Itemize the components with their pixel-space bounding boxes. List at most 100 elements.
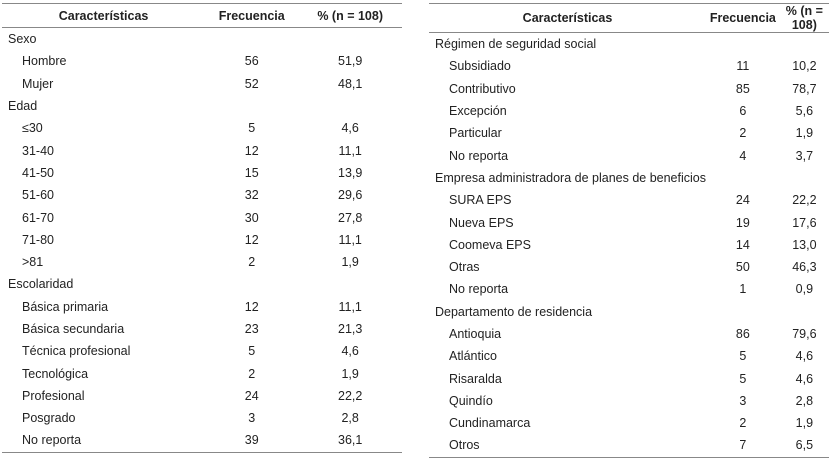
row-percent: 2,8 (795, 393, 814, 408)
row-label: Subsidiado (449, 59, 511, 74)
table-row: Tecnológica 2 1,9 (2, 362, 402, 384)
table-row: Contributivo 85 78,7 (429, 78, 829, 100)
row-frequency: 2 (248, 255, 256, 270)
row-frequency: 2 (248, 366, 256, 381)
row-label: No reporta (449, 148, 509, 163)
table-row: Otros 7 6,5 (429, 434, 829, 458)
row-label: No reporta (449, 282, 509, 297)
row-label: Profesional (22, 388, 85, 403)
row-percent: 36,1 (298, 429, 402, 453)
row-label: Otros (429, 434, 706, 458)
row-percent: 27,8 (338, 210, 363, 225)
row-percent: 5,6 (795, 104, 814, 119)
row-percent: 22,2 (338, 388, 363, 403)
row-frequency: 5 (739, 349, 747, 364)
row-label: 51-60 (22, 188, 54, 203)
row-percent: 51,9 (338, 54, 363, 69)
row-label: Escolaridad (8, 277, 74, 292)
row-frequency: 12 (244, 232, 259, 247)
row-frequency: 23 (244, 322, 259, 336)
row-percent: 78,7 (792, 81, 817, 96)
row-frequency: 12 (244, 299, 259, 314)
row-label: Coomeva EPS (449, 237, 531, 252)
table-row: Atlántico 5 4,6 (429, 345, 829, 367)
row-label: Tecnológica (22, 366, 89, 381)
row-frequency (205, 28, 298, 51)
row-percent: 3,7 (795, 148, 814, 163)
row-frequency: 56 (244, 54, 259, 69)
row-label: Técnica profesional (22, 344, 131, 359)
row-frequency: 11 (736, 59, 750, 74)
row-frequency: 19 (735, 215, 750, 230)
header-frequency: Frecuencia (205, 3, 299, 28)
row-frequency: 3 (248, 411, 256, 426)
row-label: Atlántico (449, 349, 497, 364)
group-header-row: Departamento de residencia (429, 301, 829, 323)
row-frequency: 7 (706, 434, 780, 458)
row-frequency: 24 (735, 193, 750, 208)
table-row: Particular 2 1,9 (429, 122, 829, 144)
row-percent (298, 273, 402, 295)
row-label: 71-80 (22, 232, 54, 247)
table-row: No reporta 4 3,7 (429, 144, 829, 166)
table-row: Básica secundaria 23 21,3 (2, 318, 402, 340)
row-percent: 11,1 (338, 232, 362, 247)
table-body: Sexo Hombre 56 51,9 Mujer 52 48,1 Edad ≤30 5 4,6 31… (2, 28, 402, 453)
row-frequency: 4 (739, 148, 747, 163)
row-percent: 13,9 (338, 165, 363, 180)
demographics-table-left: Características Frecuencia % (n = 108) S… (2, 3, 402, 453)
table-row: Antioquia 86 79,6 (429, 323, 829, 345)
row-label: Básica secundaria (22, 322, 125, 336)
table-row: Hombre 56 51,9 (2, 50, 402, 72)
header-percent: % (n = 108) (298, 3, 402, 28)
row-percent: 1,9 (795, 416, 814, 431)
table-row: No reporta 1 0,9 (429, 278, 829, 300)
row-frequency: 86 (735, 327, 750, 341)
row-percent: 21,3 (338, 322, 363, 336)
group-header-row: Sexo (2, 28, 402, 51)
row-percent: 1,9 (341, 255, 359, 270)
row-percent: 13,0 (792, 237, 817, 252)
row-percent: 29,6 (338, 188, 363, 203)
row-label: Excepción (449, 104, 507, 119)
row-frequency: 32 (244, 188, 259, 203)
row-frequency: 85 (735, 81, 750, 96)
row-label: SURA EPS (449, 193, 512, 208)
row-frequency: 39 (205, 429, 299, 453)
row-percent: 0,9 (795, 282, 814, 297)
row-label: Antioquia (449, 327, 502, 341)
table-row: Quindío 3 2,8 (429, 390, 829, 412)
row-percent: 4,6 (795, 349, 814, 364)
row-label: Básica primaria (22, 299, 109, 314)
header-frequency: Frecuencia (706, 3, 780, 33)
row-label: Departamento de residencia (435, 304, 593, 319)
row-frequency: 5 (248, 344, 256, 359)
row-frequency (205, 273, 298, 295)
table-row: Risaralda 5 4,6 (429, 367, 829, 389)
row-percent: 79,6 (792, 327, 817, 341)
row-label: Particular (449, 126, 502, 141)
table-row: Coomeva EPS 14 13,0 (429, 234, 829, 256)
demographics-table-right: Características Frecuencia % (n = 108) R… (429, 3, 829, 458)
row-percent (298, 28, 402, 51)
row-percent: 17,6 (792, 215, 817, 230)
row-percent (780, 301, 829, 323)
group-header-row: Edad (2, 95, 402, 117)
row-frequency: 30 (244, 210, 259, 225)
row-frequency: 50 (735, 260, 750, 275)
row-label: Nueva EPS (449, 215, 514, 230)
row-percent: 1,9 (341, 366, 359, 381)
table-row: No reporta 39 36,1 (2, 429, 402, 453)
row-frequency (706, 301, 780, 323)
row-percent: 10,2 (792, 59, 817, 74)
table-row: Mujer 52 48,1 (2, 73, 402, 95)
group-header-row: Escolaridad (2, 273, 402, 295)
row-percent: 48,1 (338, 76, 363, 91)
table-row: Posgrado 3 2,8 (2, 407, 402, 429)
row-label: Sexo (8, 32, 37, 47)
table-row: 41-50 15 13,9 (2, 162, 402, 184)
table-row: 51-60 32 29,6 (2, 184, 402, 206)
row-label: Posgrado (22, 411, 76, 426)
table-row: Profesional 24 22,2 (2, 385, 402, 407)
row-percent: 11,1 (338, 143, 362, 158)
